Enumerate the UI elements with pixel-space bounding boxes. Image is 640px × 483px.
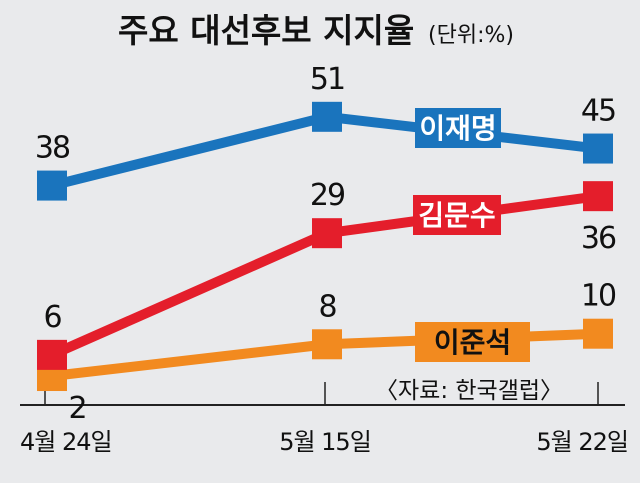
data-label: 38	[35, 131, 70, 166]
data-point	[37, 170, 67, 201]
data-label: 51	[310, 62, 344, 97]
data-point	[583, 318, 613, 349]
legend-label: 김문수	[418, 199, 495, 232]
data-label: 36	[581, 221, 616, 256]
data-point	[312, 218, 342, 249]
x-tick-label: 5월 22일	[536, 428, 628, 456]
data-label: 10	[581, 279, 616, 314]
data-point	[583, 181, 613, 212]
chart-title: 주요 대선후보 지지율	[118, 11, 414, 50]
chart-unit: (단위:%)	[428, 23, 514, 48]
data-point	[583, 133, 613, 164]
source-note: 〈자료: 한국갤럽〉	[375, 378, 563, 404]
legend-box	[415, 322, 530, 362]
x-tick-label: 4월 24일	[20, 428, 112, 456]
data-label: 29	[310, 178, 344, 213]
legend-label: 이재명	[419, 112, 496, 145]
legend-label: 이준석	[434, 326, 511, 359]
data-label: 2	[68, 391, 85, 426]
data-label: 8	[318, 289, 336, 324]
data-label: 45	[581, 94, 615, 129]
data-point	[312, 329, 342, 360]
x-tick-label: 5월 15일	[279, 428, 371, 456]
data-point	[37, 339, 67, 370]
legend-box	[413, 195, 501, 235]
legend-box	[415, 108, 501, 148]
data-label: 6	[43, 300, 61, 335]
data-point	[312, 101, 342, 132]
